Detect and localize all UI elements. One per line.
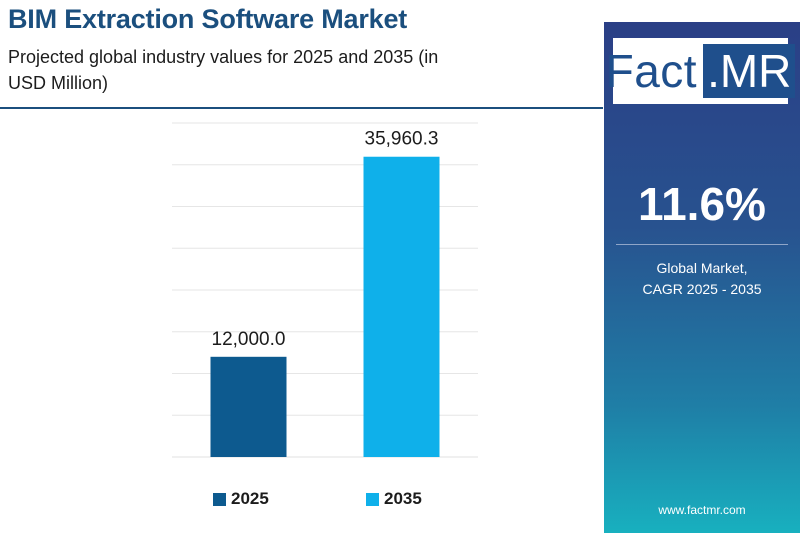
data-label-2035: 35,960.3 [365, 129, 439, 150]
bar-2025 [210, 356, 287, 457]
cagr-caption-line2: CAGR 2025 - 2035 [642, 281, 762, 297]
logo-suffix-text: .MR [703, 44, 796, 98]
legend-swatch-2025 [213, 492, 226, 506]
data-label-2025: 12,000.0 [212, 329, 286, 350]
factmr-logo: Fact .MR [606, 38, 796, 104]
legend-label-2035: 2035 [384, 489, 422, 508]
legend-item-2035: 2035 [366, 489, 422, 509]
legend-swatch-2035 [366, 492, 379, 506]
header-divider [0, 107, 603, 109]
logo-main-text: Fact [605, 45, 698, 97]
chart-title: BIM Extraction Software Market [8, 4, 408, 34]
panel-divider [616, 244, 788, 245]
cagr-value: 11.6% [638, 178, 766, 230]
legend-item-2025: 2025 [213, 489, 269, 509]
summary-panel: Fact .MR 11.6% Global Market, CAGR 2025 -… [604, 22, 800, 533]
legend-label-2025: 2025 [231, 489, 269, 508]
bar-chart: 12,000.0 35,960.3 [172, 122, 478, 458]
cagr-caption-line1: Global Market, [656, 260, 748, 276]
chart-subtitle: Projected global industry values for 202… [8, 47, 439, 93]
website-url: www.factmr.com [658, 503, 746, 517]
chart-legend: 2025 2035 [0, 489, 603, 513]
bar-2035 [363, 156, 440, 457]
cagr-caption: Global Market, CAGR 2025 - 2035 [604, 258, 800, 300]
